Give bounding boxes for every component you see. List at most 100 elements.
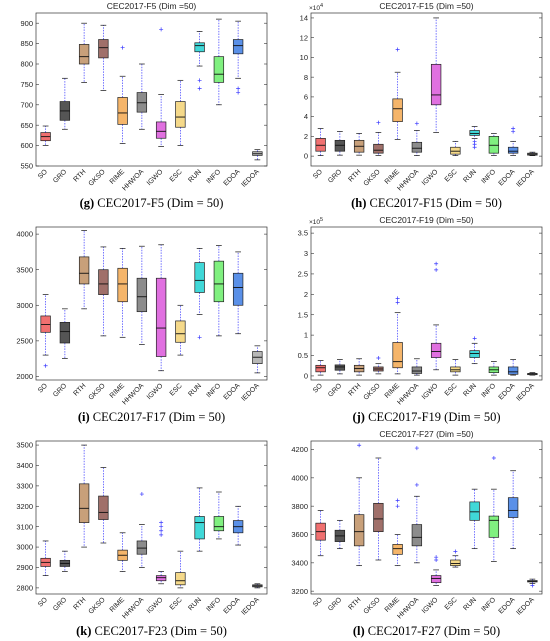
y-tick-label: 3600 xyxy=(291,530,308,539)
category-label: EDOA xyxy=(498,168,517,187)
panel-1: CEC2017-F5 (Dim =50) 550 600 650 700 750 800 85… xyxy=(20,1,268,210)
category-label: GRO xyxy=(327,596,344,613)
box-GKSO xyxy=(98,467,109,544)
y-tick-label: 4000 xyxy=(16,230,33,239)
box-INFO xyxy=(213,491,225,540)
box-body xyxy=(507,366,519,375)
category-label: ESC xyxy=(444,168,459,183)
box-body xyxy=(450,146,461,155)
category-label: IEDOA xyxy=(240,596,261,617)
box-body xyxy=(469,130,480,136)
plot-frame xyxy=(310,12,543,167)
panel-3: 2000 2500 3000 3500 4000 SO GRO RTH GKSO RIMEHHWO… xyxy=(16,226,268,424)
y-tick-label: 850 xyxy=(20,39,33,48)
y-tick-label: 550 xyxy=(20,162,33,171)
outlier-point xyxy=(414,482,419,487)
y-tick-label: 2.5 xyxy=(298,270,308,279)
box-RIME xyxy=(117,247,128,338)
category-label: IGWO xyxy=(421,168,440,187)
box-RUN xyxy=(469,336,480,365)
y-tick-label: 3200 xyxy=(16,502,33,511)
box-body xyxy=(213,260,225,303)
box-EDOA xyxy=(232,20,244,95)
category-label: INFO xyxy=(481,596,498,613)
category-label: RUN xyxy=(462,382,478,398)
box-RUN xyxy=(469,126,480,150)
outlier-point xyxy=(236,86,241,91)
outlier-point xyxy=(376,355,381,360)
category-label: RUN xyxy=(187,596,203,612)
box-SO xyxy=(40,125,51,146)
box-GRO xyxy=(334,131,346,156)
panel-2: CEC2017-F15 (Dim =50) ×104 0 2 4 6 8 10 12 14 SO GR… xyxy=(300,1,543,210)
box-RIME xyxy=(392,296,403,375)
panel-title: CEC2017-F15 (Dim =50) xyxy=(379,1,473,11)
y-tick-label: 2900 xyxy=(16,563,33,572)
y-tick-label: 700 xyxy=(20,100,33,109)
category-label: ESC xyxy=(444,596,459,611)
category-label: ESC xyxy=(169,596,184,611)
category-label: HHWOA xyxy=(396,382,420,406)
y-tick-label: 4 xyxy=(304,112,308,121)
category-label: HHWOA xyxy=(396,168,420,192)
box-body xyxy=(155,575,167,582)
box-EDOA xyxy=(507,126,519,156)
box-HHWOA xyxy=(411,121,423,156)
box-body xyxy=(213,56,225,83)
box-body xyxy=(315,364,326,373)
box-body xyxy=(488,136,500,154)
y-tick-label: 10 xyxy=(300,53,308,62)
outlier-point xyxy=(197,86,202,91)
box-SO xyxy=(315,360,326,376)
category-label: RIME xyxy=(384,382,402,400)
y-tick-label: 3400 xyxy=(291,558,308,567)
box-GRO xyxy=(59,308,71,360)
box-SO xyxy=(40,294,51,368)
outlier-point xyxy=(434,267,439,272)
box-RIME xyxy=(392,47,403,140)
box-GRO xyxy=(334,519,346,550)
category-label: RIME xyxy=(384,168,402,186)
box-body xyxy=(213,516,225,532)
outlier-point xyxy=(197,78,202,83)
category-label: RTH xyxy=(73,382,88,397)
box-body xyxy=(232,39,244,55)
category-label: INFO xyxy=(206,596,223,613)
y-tick-label: 6 xyxy=(304,93,308,102)
outlier-point xyxy=(159,532,164,537)
category-label: RUN xyxy=(187,168,203,184)
box-body xyxy=(117,97,128,125)
panel-title: CEC2017-F19 (Dim =50) xyxy=(379,215,473,225)
plot-frame xyxy=(35,12,268,167)
category-label: EDOA xyxy=(498,596,517,615)
box-GRO xyxy=(59,77,71,130)
category-label: HHWOA xyxy=(396,596,420,620)
plot-frame xyxy=(35,440,268,595)
outlier-point xyxy=(434,261,439,266)
outlier-point xyxy=(414,121,419,126)
box-body xyxy=(450,559,461,567)
box-body xyxy=(98,269,109,295)
box-SO xyxy=(315,510,326,557)
category-label: GKSO xyxy=(363,382,383,402)
category-label: IGWO xyxy=(146,382,165,401)
outlier-point xyxy=(357,443,362,448)
panel-4: CEC2017-F19 (Dim =50) ×105 0 0.5 1 1.5 2 2.5 3 3.… xyxy=(298,215,543,424)
box-IGWO xyxy=(155,27,167,147)
y-tick-label: 12 xyxy=(300,33,308,42)
box-SO xyxy=(315,128,326,156)
category-label: INFO xyxy=(481,382,498,399)
panel-caption: (g) CEC2017-F5 (Dim = 50) xyxy=(80,196,224,210)
category-label: SO xyxy=(312,596,324,608)
category-label: ESC xyxy=(169,168,184,183)
category-label: GRO xyxy=(327,382,344,399)
box-body xyxy=(155,277,167,357)
y-tick-label: 0 xyxy=(304,372,308,381)
box-ESC xyxy=(175,304,186,356)
panel-caption: (k) CEC2017-F23 (Dim = 50) xyxy=(76,624,227,638)
y-tick-label: 650 xyxy=(20,121,33,130)
box-IEDOA xyxy=(527,151,538,156)
y-tick-label: 3.5 xyxy=(298,229,308,238)
box-GKSO xyxy=(373,120,384,156)
outlier-point xyxy=(43,363,48,368)
